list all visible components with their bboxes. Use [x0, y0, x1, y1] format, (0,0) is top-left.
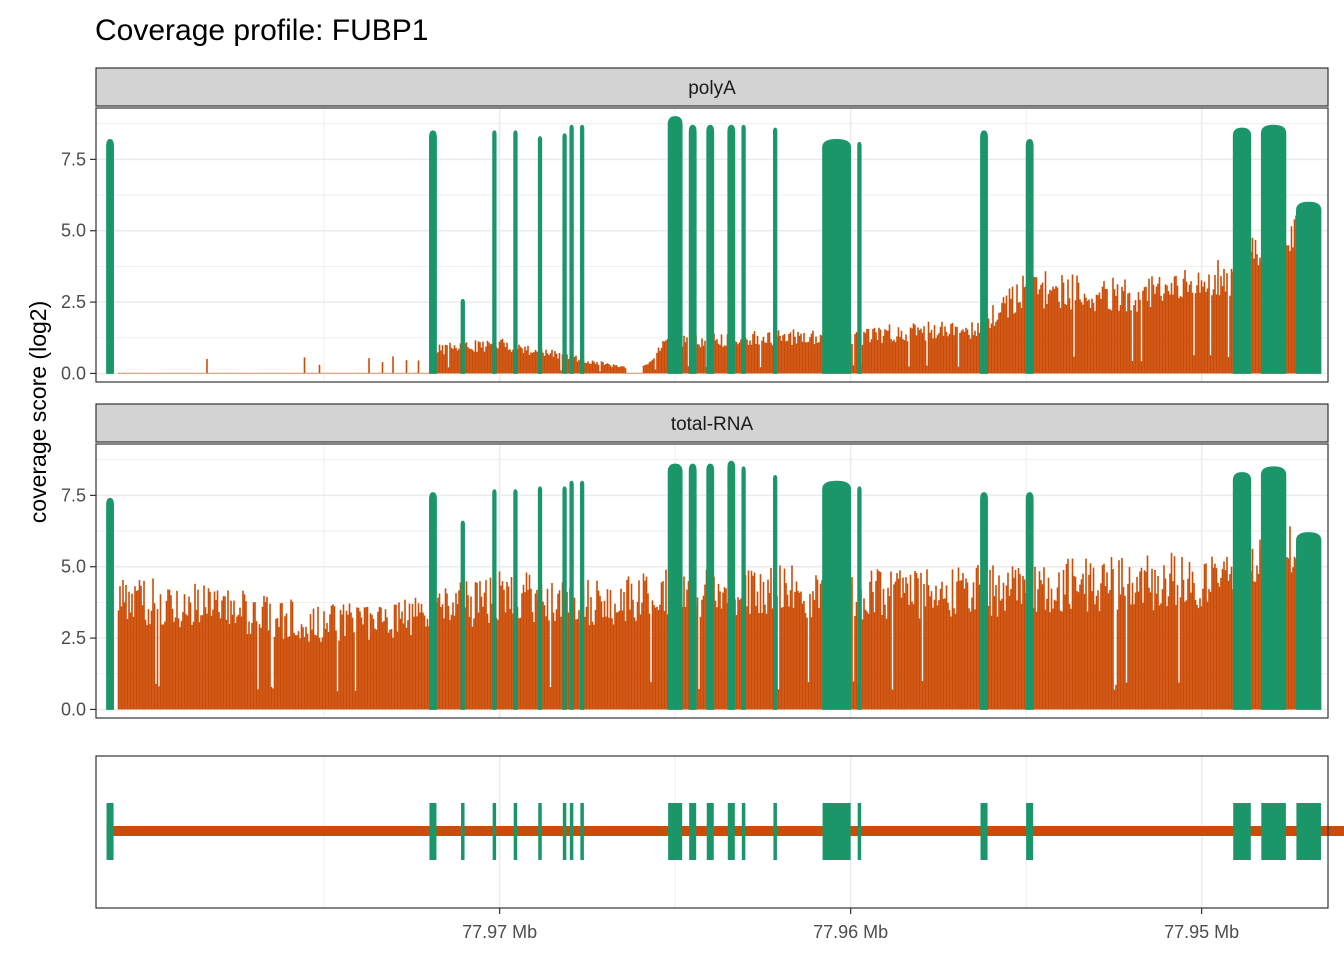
y-tick-label: 2.5	[61, 628, 86, 648]
border-polyA	[95, 107, 1329, 383]
strip-label-polyA: polyA	[688, 78, 736, 99]
gene-exon-block	[538, 803, 542, 860]
exon-coverage-block	[1296, 201, 1322, 374]
panel-polyA: polyA 0.0 2.5 5.0 7.5	[61, 67, 1329, 383]
gene-exon-block	[562, 803, 567, 860]
x-tick-label: 77.96 Mb	[813, 922, 888, 942]
gene-exon-block	[668, 803, 683, 860]
gene-track-border	[95, 755, 1329, 909]
exon-coverage-block	[1260, 466, 1287, 710]
gene-exon-block	[857, 803, 862, 860]
exon-coverage-block	[106, 138, 114, 374]
gene-exon-block	[727, 803, 735, 860]
gene-exon-block	[429, 803, 437, 860]
y-tick-label: 0.0	[61, 699, 86, 719]
exon-coverage-block	[429, 492, 437, 710]
gene-exon-block	[741, 803, 746, 860]
gene-track: 77.97 Mb 77.96 Mb 77.95 Mb	[95, 755, 1344, 942]
gene-exon-block	[580, 803, 584, 860]
exon-coverage-block	[706, 124, 715, 374]
exon-coverage-block	[688, 124, 697, 374]
exon-coverage-block	[513, 130, 518, 374]
exon-coverage-block	[492, 130, 497, 374]
gene-model	[106, 803, 1344, 860]
gene-exon-block	[822, 803, 851, 860]
exon-coverage-block	[429, 130, 437, 374]
x-tick-label: 77.97 Mb	[462, 922, 537, 942]
exon-coverage-block	[688, 463, 697, 710]
exon-coverage-block	[1025, 492, 1034, 710]
exon-coverage-block	[569, 124, 574, 374]
exon-coverage-block	[980, 492, 988, 710]
gene-exon-block	[492, 803, 497, 860]
exon-coverage-block	[562, 133, 567, 374]
exon-coverage-block	[1232, 127, 1252, 374]
gene-exon-block	[1233, 803, 1251, 860]
exon-coverage-block	[857, 141, 862, 374]
exon-coverage-block	[822, 138, 852, 374]
exon-coverage-block	[513, 489, 518, 710]
y-axis-polyA: 0.0 2.5 5.0 7.5	[61, 149, 96, 383]
y-tick-label: 0.0	[61, 363, 86, 383]
gene-exon-block	[106, 803, 114, 860]
strip-label-total-RNA: total-RNA	[671, 414, 754, 435]
exon-coverage-block	[106, 497, 114, 710]
gene-exon-block	[569, 803, 574, 860]
exon-coverage-block	[773, 127, 778, 374]
exon-coverage-block	[773, 474, 778, 710]
exon-coverage-block	[460, 520, 465, 710]
exon-coverage-block	[537, 136, 543, 374]
gene-exon-block	[980, 803, 988, 860]
x-tick-label: 77.95 Mb	[1164, 922, 1239, 942]
exon-coverage-block	[537, 486, 543, 710]
y-tick-label: 5.0	[61, 557, 86, 577]
gene-exon-block	[1261, 803, 1286, 860]
y-tick-label: 2.5	[61, 292, 86, 312]
exon-coverage-block	[1260, 124, 1287, 374]
exon-coverage-block	[579, 124, 585, 374]
border-total-RNA	[95, 443, 1329, 719]
exon-coverage-block	[569, 480, 574, 710]
gene-exon-block	[689, 803, 697, 860]
x-axis: 77.97 Mb 77.96 Mb 77.95 Mb	[462, 908, 1239, 942]
chart-title: Coverage profile: FUBP1	[95, 14, 429, 47]
gene-intron-line	[106, 826, 1344, 836]
exon-coverage-block	[706, 463, 715, 710]
y-tick-label: 7.5	[61, 485, 86, 505]
exon-coverage-block	[667, 116, 683, 374]
exon-coverage-block	[1296, 532, 1322, 710]
y-tick-label: 7.5	[61, 149, 86, 169]
exon-coverage-block	[741, 124, 746, 374]
strip-total-RNA	[95, 403, 1329, 443]
exon-coverage-block	[822, 480, 852, 710]
exon-coverage-block	[1025, 138, 1034, 374]
gene-exon-block	[773, 803, 777, 860]
exon-coverage-block	[741, 466, 746, 710]
gene-exon-block	[1026, 803, 1034, 860]
coverage-polyA	[106, 116, 1322, 374]
exon-coverage-block	[980, 130, 988, 374]
panel-total-RNA: total-RNA 0.0 2.5 5.0 7.5	[61, 403, 1329, 719]
exon-coverage-block	[492, 489, 497, 710]
gene-exon-block	[1296, 803, 1321, 860]
y-tick-label: 5.0	[61, 221, 86, 241]
exon-coverage-block	[460, 298, 465, 374]
exon-coverage-block	[667, 463, 683, 710]
y-axis-total-RNA: 0.0 2.5 5.0 7.5	[61, 485, 96, 719]
coverage-total-RNA	[106, 460, 1322, 710]
y-axis-title: coverage score (log2)	[25, 301, 51, 523]
exon-coverage-block	[857, 486, 862, 710]
gene-exon-block	[513, 803, 518, 860]
strip-polyA	[95, 67, 1329, 107]
gene-exon-block	[461, 803, 465, 860]
exon-coverage-block	[562, 486, 567, 710]
exon-coverage-block	[727, 460, 736, 710]
exon-coverage-block	[579, 480, 585, 710]
gene-exon-block	[706, 803, 714, 860]
exon-coverage-block	[727, 124, 736, 374]
exon-coverage-block	[1232, 472, 1252, 710]
